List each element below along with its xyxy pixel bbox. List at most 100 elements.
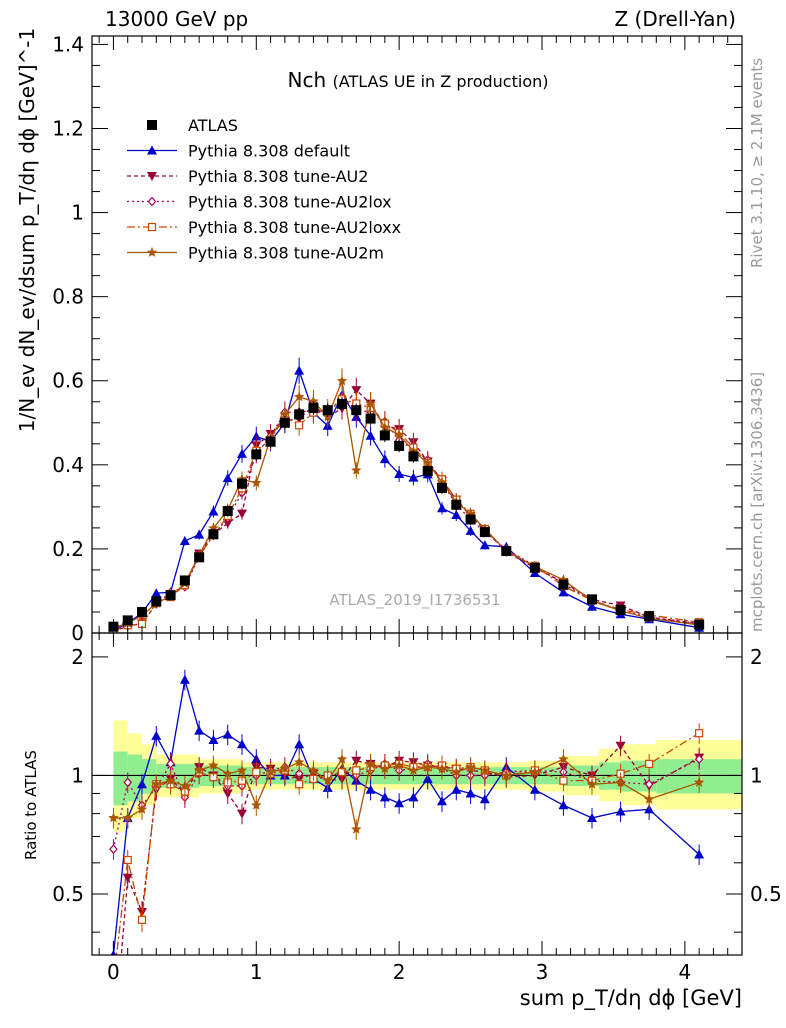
legend-marker [147, 222, 157, 232]
series-line-ratio [112, 758, 700, 850]
chart-title: Nch (ATLAS UE in Z production) [288, 68, 549, 92]
series-point [251, 431, 262, 441]
ratio-point [645, 759, 654, 768]
ratio-point [137, 915, 147, 924]
ratio-point [586, 778, 598, 789]
data-point [587, 594, 597, 605]
legend-entry: Pythia 8.308 tune-AU2lox [127, 193, 392, 212]
ratio-point [559, 776, 568, 785]
y-axis-label: 1/N_ev dN_ev/dsum p_T/dη dϕ [GeV]^-1 [15, 28, 39, 433]
ratio-point [252, 767, 261, 777]
y-tick-label: 0.2 [52, 537, 84, 561]
data-point [694, 619, 705, 630]
series-point [251, 477, 262, 488]
series-point [293, 391, 305, 402]
ratio-point [587, 812, 597, 822]
data-point [251, 449, 262, 460]
x-tick-label: 4 [678, 960, 691, 984]
ratio-point [408, 764, 419, 775]
ratio-point [365, 758, 376, 769]
data-point [479, 527, 490, 538]
ratio-tick-label-right: 0.5 [750, 882, 782, 906]
series-point [151, 588, 162, 598]
series-line-ratio [112, 679, 700, 955]
ratio-point [108, 812, 119, 823]
x-tick-label: 3 [536, 960, 549, 984]
series-line-main [113, 378, 700, 629]
data-point [279, 417, 290, 428]
series-point [379, 422, 391, 432]
data-point [322, 405, 333, 416]
mcplots-label: mcplots.cern.ch [arXiv:1306.3436] [748, 371, 766, 632]
data-point [422, 466, 433, 477]
series-point [279, 408, 291, 419]
series-point [351, 386, 362, 396]
ratio-point [479, 794, 490, 804]
data-point [194, 552, 205, 563]
ratio-ylabel: Ratio to ATLAS [22, 750, 40, 860]
ratio-point [694, 849, 705, 859]
series-point [351, 464, 362, 475]
data-point [644, 611, 655, 622]
ratio-point [643, 793, 655, 804]
legend-marker [147, 145, 157, 155]
ratio-frame [91, 632, 743, 956]
series-point [465, 525, 476, 535]
series-point [408, 472, 419, 482]
ratio-point [479, 764, 491, 775]
data-point [558, 579, 569, 590]
series-point [365, 398, 376, 408]
series-line-main [113, 396, 700, 630]
ratio-point [394, 798, 405, 808]
ratio-point [123, 777, 133, 788]
series-point [587, 601, 597, 611]
series-point [437, 503, 447, 513]
legend-marker [147, 196, 157, 207]
series-line-main [113, 368, 700, 632]
ratio-point [109, 844, 118, 855]
ratio-point [615, 776, 626, 787]
series-line-ratio [113, 757, 700, 830]
series-point [179, 536, 190, 546]
y-tick-label: 1.4 [52, 32, 84, 56]
ratio-point [379, 763, 391, 774]
ratio-point [422, 773, 433, 783]
series-point [436, 476, 448, 487]
legend-label: Pythia 8.308 default [188, 142, 350, 161]
ratio-point [194, 725, 205, 735]
data-point [337, 398, 347, 409]
ratio-point [558, 800, 569, 810]
series-point [194, 529, 205, 539]
ratio-point [293, 756, 305, 767]
legend-entry: ATLAS [147, 116, 238, 135]
header-left: 13000 GeV pp [105, 7, 249, 31]
data-point [237, 478, 247, 489]
ratio-point [501, 770, 512, 780]
legend-label: Pythia 8.308 tune-AU2m [188, 244, 384, 263]
ratio-point [193, 764, 205, 775]
ratio-point [208, 735, 219, 745]
series-2 [108, 377, 705, 955]
series-point [294, 365, 305, 375]
data-point [265, 436, 276, 447]
series-point [208, 506, 219, 516]
legend-label: Pythia 8.308 tune-AU2lox [188, 193, 392, 212]
series-point [393, 429, 405, 440]
rivet-label: Rivet 3.1.10, ≥ 2.1M events [748, 57, 766, 268]
series-point [237, 509, 247, 519]
ratio-point [151, 778, 162, 789]
data-point [615, 604, 626, 615]
legend-entry: Pythia 8.308 tune-AU2m [127, 244, 384, 263]
y-tick-label: 1 [71, 201, 84, 225]
x-tick-label: 1 [250, 960, 263, 984]
ratio-point [208, 760, 219, 770]
data-point [529, 562, 540, 573]
x-tick-label: 2 [393, 960, 406, 984]
data-point [351, 405, 362, 416]
ratio-point [222, 729, 233, 739]
series-point [558, 587, 569, 597]
ratio-point [251, 799, 262, 810]
ratio-point [694, 754, 704, 765]
